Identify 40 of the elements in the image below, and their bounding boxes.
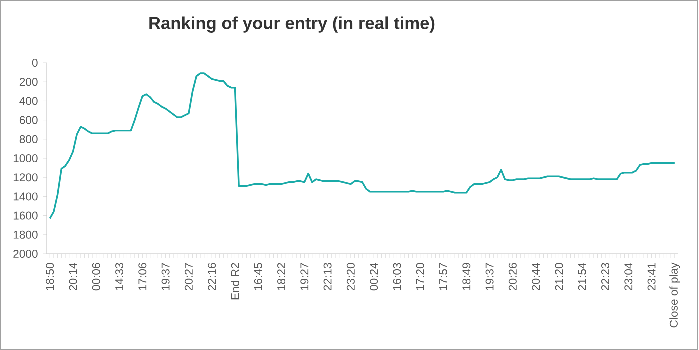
x-tick-label: 17:20 bbox=[416, 263, 424, 290]
x-tick-label: 21:20 bbox=[555, 263, 564, 291]
x-tick-label: 16:03 bbox=[393, 263, 402, 290]
x-tick-label: 22:13 bbox=[324, 263, 332, 291]
x-tick-label: 23:20 bbox=[346, 263, 355, 291]
y-tick-label: 800 bbox=[20, 135, 38, 144]
x-tick-label: Close of play bbox=[670, 262, 680, 328]
x-tick-label: 18:50 bbox=[46, 263, 54, 290]
x-tick-label: 14:33 bbox=[116, 263, 124, 290]
x-tick-label: 23:04 bbox=[624, 263, 633, 291]
y-tick-label: 600 bbox=[20, 116, 38, 124]
x-tick-label: 22:23 bbox=[601, 263, 610, 291]
x-tick-label: 17:06 bbox=[138, 263, 147, 290]
x-tick-label: 19:37 bbox=[486, 263, 494, 290]
x-tick-label: 20:44 bbox=[532, 263, 540, 291]
x-tick-label: 18:22 bbox=[278, 263, 286, 290]
y-tick-label: 1000 bbox=[14, 154, 38, 163]
y-tick-label: 0 bbox=[32, 59, 38, 68]
chart-title: Ranking of your entry (in real time) bbox=[150, 16, 435, 33]
x-tick-label: 19:27 bbox=[300, 263, 309, 290]
y-tick-label: 1800 bbox=[14, 230, 38, 239]
y-tick-label: 200 bbox=[20, 78, 38, 86]
x-tick-label: 23:41 bbox=[648, 263, 656, 291]
y-tick-label: 1400 bbox=[14, 192, 38, 201]
x-tick-label: 16:45 bbox=[254, 263, 262, 290]
x-tick-label: 20:26 bbox=[508, 263, 517, 291]
y-tick-label: 400 bbox=[20, 97, 38, 106]
x-tick-label: 00:24 bbox=[370, 263, 378, 291]
x-tick-label: 22:16 bbox=[208, 263, 216, 291]
x-tick-label: 19:37 bbox=[162, 263, 170, 290]
x-tick-label: 17:57 bbox=[440, 263, 448, 290]
x-tick-label: 21:54 bbox=[578, 263, 586, 291]
x-tick-label: End R2 bbox=[231, 263, 240, 300]
y-tick-label: 2000 bbox=[14, 250, 38, 258]
x-tick-label: 20:14 bbox=[69, 263, 78, 291]
y-tick-label: 1200 bbox=[14, 174, 38, 182]
y-tick-label: 1600 bbox=[14, 212, 38, 220]
x-tick-label: 18:49 bbox=[462, 263, 471, 290]
x-tick-label: 20:27 bbox=[184, 263, 193, 291]
x-tick-label: 00:06 bbox=[92, 263, 100, 291]
